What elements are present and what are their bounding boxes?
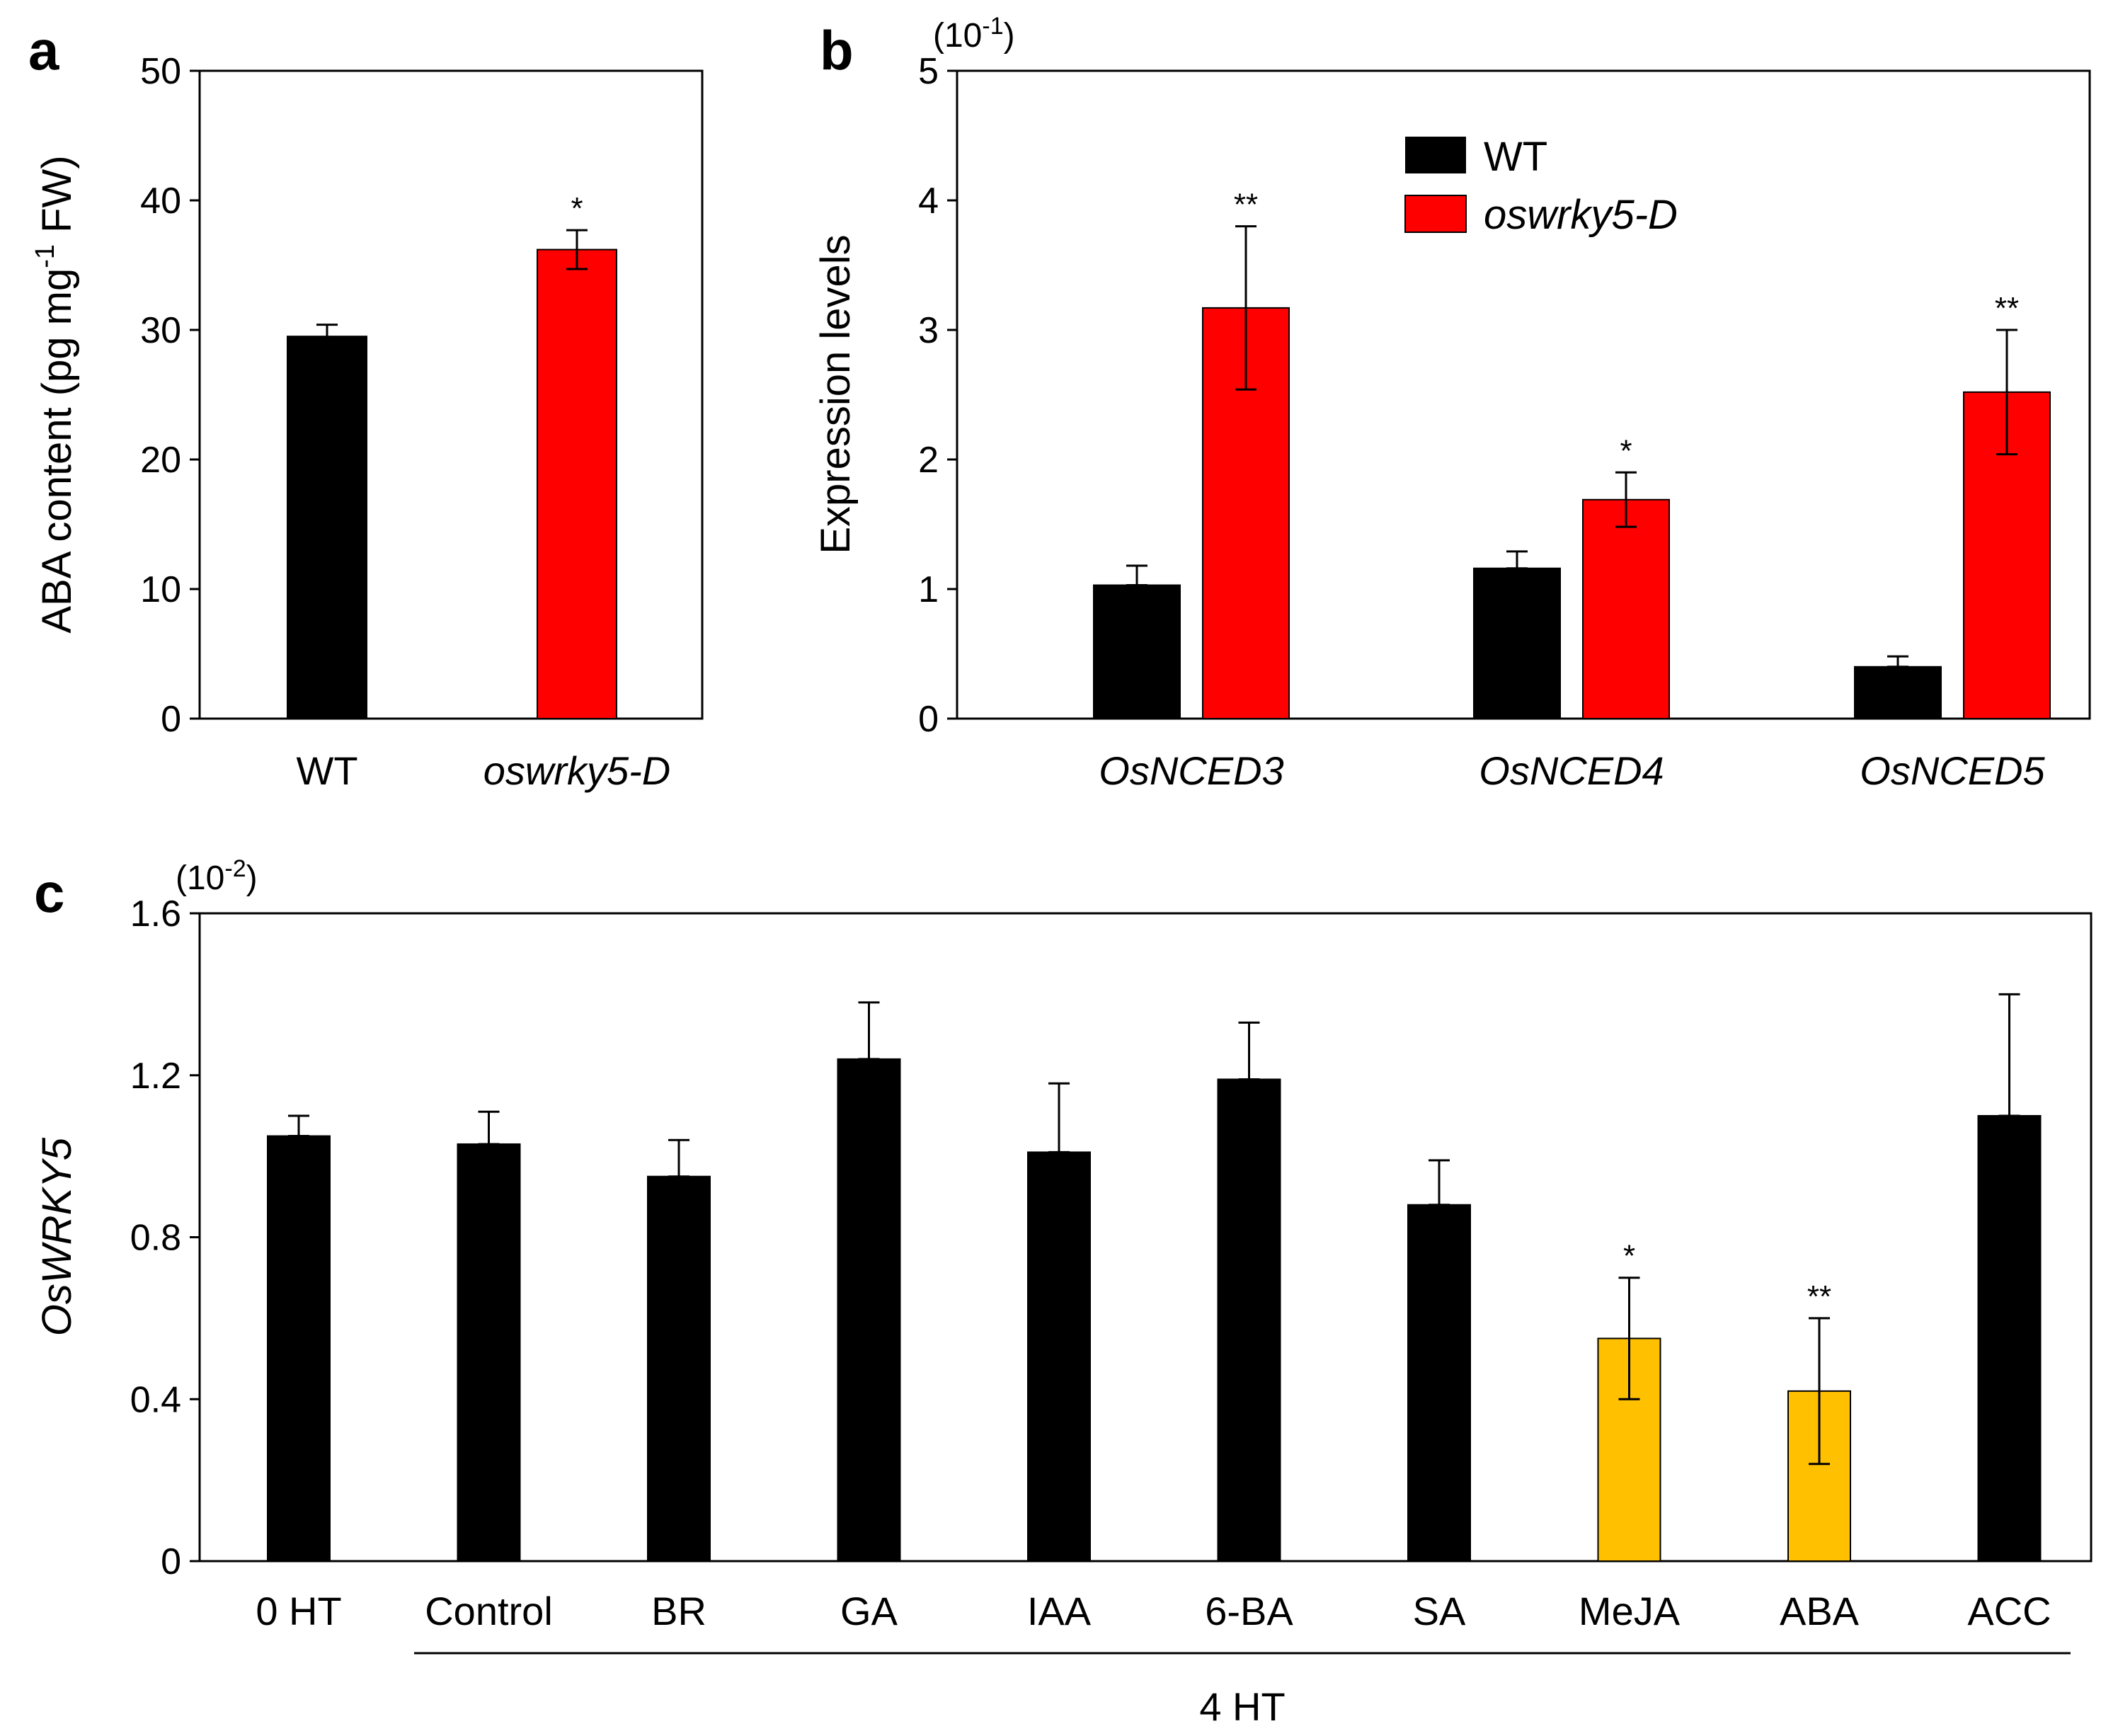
- panel-c-x-labels: 0 HT Control BR GA IAA 6-BA SA MeJA ABA ACC: [256, 1589, 2051, 1633]
- panel-c-y-ticks: 0 0.4 0.8 1.2 1.6: [130, 893, 200, 1582]
- panel-a-ylabel-pre: ABA content (pg mg: [34, 268, 80, 634]
- panel-c-scale-sup: -2: [224, 855, 246, 882]
- panel-a-y-tick-label: 30: [140, 310, 181, 351]
- panel-a-y-tick-label: 20: [140, 440, 181, 481]
- panel-c-scale-base: (10: [176, 860, 224, 897]
- panel-c-x-label-acc: ACC: [1967, 1589, 2051, 1633]
- panel-b-bar-osnced4-oswrky5-d: [1582, 498, 1670, 719]
- panel-b-y-tick-label: 4: [918, 181, 939, 222]
- panel-c-y-tick-label: 0.8: [130, 1218, 181, 1259]
- panel-a-x-label-wt: WT: [296, 748, 357, 793]
- panel-b-y-tick-label: 1: [918, 569, 939, 610]
- panel-b-bars: *****: [1093, 188, 2051, 720]
- panel-c-y-tick-label: 0.4: [130, 1379, 181, 1420]
- panel-b-scale-close: ): [1004, 17, 1015, 55]
- panel-b-bar-osnced3-oswrky5-d-significance: **: [1234, 188, 1258, 222]
- panel-a-y-tick-label: 50: [140, 51, 181, 92]
- panel-b-bar-osnced3-wt: [1093, 584, 1181, 720]
- panel-c-bar-0-ht: [267, 1135, 331, 1562]
- panel-a-frame: [198, 69, 704, 720]
- panel-a-y-tick-label: 40: [140, 181, 181, 222]
- panel-c-y-axis-title: OsWRKY5: [34, 1137, 80, 1336]
- panel-b-y-tick-label: 5: [918, 51, 939, 92]
- panel-c-x-label-br: BR: [651, 1589, 706, 1633]
- panel-a-bar-oswrky5-d-significance: *: [571, 191, 583, 226]
- panel-c-x-label-aba: ABA: [1780, 1589, 1860, 1633]
- legend-label-mutant: oswrky5-D: [1484, 192, 1678, 238]
- panel-b-letter: b: [820, 19, 854, 81]
- panel-a-ylabel-post: FW): [34, 155, 80, 244]
- panel-c-letter: c: [34, 862, 64, 924]
- panel-c-bar-ga: [837, 1058, 901, 1562]
- panel-c-bar-br: [647, 1175, 711, 1562]
- panel-a-y-tick-label: 0: [161, 699, 181, 740]
- panel-b-y-tick-label: 0: [918, 699, 939, 740]
- panel-c-x-label-6-ba: 6-BA: [1205, 1589, 1293, 1633]
- panel-b-y-tick-label: 2: [918, 440, 939, 481]
- panel-b-scale-sup: -1: [982, 13, 1003, 40]
- panel-c-bars: ***: [267, 993, 2042, 1562]
- panel-b-x-labels: OsNCED3 OsNCED4 OsNCED5: [1099, 748, 2045, 793]
- panel-a-y-tick-label: 10: [140, 569, 181, 610]
- panel-c-bar-aba-significance: **: [1807, 1279, 1831, 1314]
- panel-b-y-ticks: 0 1 2 3 4 5: [918, 51, 957, 740]
- panel-c-bar-iaa: [1027, 1151, 1091, 1562]
- panel-c-group-label: 4 HT: [1199, 1684, 1285, 1729]
- legend-label-wt: WT: [1484, 134, 1547, 180]
- panel-b-x-label-osnced3: OsNCED3: [1099, 748, 1283, 793]
- panel-a-letter: a: [28, 19, 59, 81]
- panel-c-bar-sa: [1407, 1204, 1471, 1562]
- panel-b-scale-base: (10: [933, 17, 982, 55]
- panel-b-y-tick-label: 3: [918, 310, 939, 351]
- panel-c-scale-close: ): [246, 860, 258, 897]
- panel-c-bar-meja-significance: *: [1623, 1239, 1635, 1274]
- panel-a: a 0 10 20 30 40 50 * WT oswrky5-D ABA content …: [28, 19, 704, 793]
- panel-b-x-label-osnced5: OsNCED5: [1860, 748, 2045, 793]
- panel-c-y-tick-label: 1.2: [130, 1056, 181, 1097]
- panel-c-x-label-ga: GA: [840, 1589, 898, 1633]
- panel-a-bar-wt: [287, 336, 367, 719]
- panel-c-ylabel-os: Os: [34, 1284, 80, 1336]
- panel-c-bar-control: [457, 1143, 521, 1562]
- panel-a-bar-oswrky5-d: [537, 249, 617, 720]
- panel-a-y-axis-title: ABA content (pg mg-1 FW): [30, 155, 80, 633]
- panel-a-x-label-oswrky5-d: oswrky5-D: [483, 748, 670, 793]
- panel-b-bar-osnced4-wt: [1473, 567, 1561, 719]
- panel-c-x-label-0-ht: 0 HT: [256, 1589, 341, 1633]
- panel-c: c (10-2) 00.40.81.21.6 *** 0 HT Control BR…: [34, 855, 2093, 1729]
- legend-swatch-wt: [1405, 137, 1466, 173]
- panel-a-bars: *: [287, 191, 617, 720]
- panel-a-y-ticks: 0 10 20 30 40 50: [140, 51, 200, 740]
- panel-b-x-label-osnced4: OsNCED4: [1479, 748, 1664, 793]
- panel-c-x-label-control: Control: [425, 1589, 553, 1633]
- panel-b-y-axis-title: Expression levels: [813, 234, 859, 554]
- panel-c-bar-acc: [1977, 1114, 2042, 1562]
- panel-c-y-tick-label: 1.6: [130, 893, 181, 935]
- panel-c-bar-6-ba: [1217, 1078, 1281, 1562]
- panel-a-ylabel-sup: -1: [30, 244, 60, 268]
- panel-b-bar-osnced5-oswrky5-d-significance: **: [1995, 291, 2019, 326]
- panel-c-scale-label: (10-2): [176, 855, 258, 897]
- panel-c-y-tick-label: 0: [161, 1541, 181, 1582]
- panel-c-ylabel-gene: WRKY5: [34, 1137, 80, 1284]
- panel-b-legend: WT oswrky5-D: [1404, 134, 1678, 238]
- panel-b-bar-osnced4-oswrky5-d-significance: *: [1620, 433, 1632, 468]
- panel-c-x-label-iaa: IAA: [1027, 1589, 1092, 1633]
- panel-c-x-label-sa: SA: [1413, 1589, 1466, 1633]
- legend-swatch-mutant: [1404, 195, 1467, 233]
- panel-a-x-labels: WT oswrky5-D: [296, 748, 670, 793]
- panel-b-scale-label: (10-1): [933, 13, 1015, 55]
- panel-b-bar-osnced5-wt: [1854, 666, 1942, 719]
- panel-c-x-label-meja: MeJA: [1579, 1589, 1681, 1633]
